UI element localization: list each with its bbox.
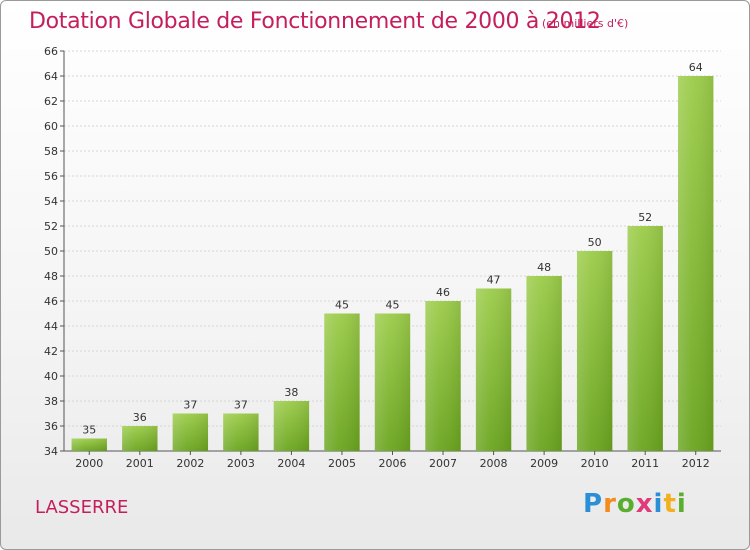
x-tick-label: 2004 — [277, 457, 305, 470]
data-label: 47 — [487, 274, 501, 287]
y-tick-label: 64 — [44, 70, 58, 83]
y-tick-label: 44 — [44, 320, 58, 333]
x-tick-label: 2007 — [429, 457, 457, 470]
data-label: 45 — [335, 299, 349, 312]
logo-letter: r — [603, 489, 617, 519]
y-tick-label: 36 — [44, 420, 58, 433]
y-tick-label: 40 — [44, 370, 58, 383]
bar-shading — [576, 251, 613, 451]
x-tick-label: 2005 — [328, 457, 356, 470]
x-tick-label: 2002 — [176, 457, 204, 470]
logo-letter: i — [676, 489, 687, 519]
y-tick-label: 42 — [44, 345, 58, 358]
x-tick-label: 2008 — [480, 457, 508, 470]
x-tick-label: 2001 — [126, 457, 154, 470]
data-label: 38 — [284, 386, 298, 399]
y-tick-label: 46 — [44, 295, 58, 308]
logo-letter: t — [663, 489, 677, 519]
data-label: 48 — [537, 261, 551, 274]
data-label: 52 — [638, 211, 652, 224]
logo-letter: x — [635, 489, 654, 519]
x-tick-label: 2006 — [379, 457, 407, 470]
logo-letter: P — [583, 489, 604, 519]
data-label: 46 — [436, 286, 450, 299]
labels: 34 36 38 40 42 44 46 48 50 52 54 56 58 60 62 64 66 35 2000… — [44, 45, 710, 470]
y-tick-label: 50 — [44, 245, 58, 258]
logo-letter: o — [616, 489, 636, 519]
data-label: 50 — [588, 236, 602, 249]
bars — [71, 76, 714, 451]
x-tick-label: 2000 — [75, 457, 103, 470]
chart-subtitle: (en milliers d'€) — [542, 17, 629, 30]
y-tick-label: 62 — [44, 95, 58, 108]
y-tick-label: 56 — [44, 170, 58, 183]
commune-name: LASSERRE — [35, 497, 129, 518]
data-label: 37 — [234, 399, 248, 412]
y-tick-label: 60 — [44, 120, 58, 133]
y-tick-label: 34 — [44, 445, 58, 458]
logo-letter: i — [653, 489, 664, 519]
x-tick-label: 2011 — [631, 457, 659, 470]
y-tick-label: 52 — [44, 220, 58, 233]
chart-title: Dotation Globale de Fonctionnement de 20… — [29, 9, 601, 34]
data-label: 64 — [689, 61, 703, 74]
bar-shading — [425, 301, 461, 451]
bar-shading — [172, 413, 209, 451]
data-label: 37 — [183, 399, 197, 412]
x-tick-label: 2003 — [227, 457, 255, 470]
x-tick-label: 2009 — [530, 457, 558, 470]
bar-shading — [122, 426, 158, 451]
x-tick-label: 2010 — [581, 457, 609, 470]
x-tick-label: 2012 — [682, 457, 710, 470]
y-tick-label: 66 — [44, 45, 58, 58]
bar-shading — [71, 438, 107, 451]
y-tick-label: 58 — [44, 145, 58, 158]
data-label: 35 — [82, 424, 96, 437]
data-label: 36 — [133, 411, 147, 424]
bar-shading — [374, 313, 411, 451]
proxiti-logo: Proxiti — [583, 489, 687, 519]
y-tick-label: 38 — [44, 395, 58, 408]
bar-shading — [324, 313, 360, 451]
bar-shading — [475, 288, 512, 451]
bar-shading — [273, 401, 310, 451]
bar-shading — [223, 413, 259, 451]
bar-shading — [526, 276, 562, 451]
y-tick-label: 48 — [44, 270, 58, 283]
bar-shading — [627, 226, 663, 451]
bar-shading — [678, 76, 714, 451]
y-tick-label: 54 — [44, 195, 58, 208]
data-label: 45 — [386, 299, 400, 312]
